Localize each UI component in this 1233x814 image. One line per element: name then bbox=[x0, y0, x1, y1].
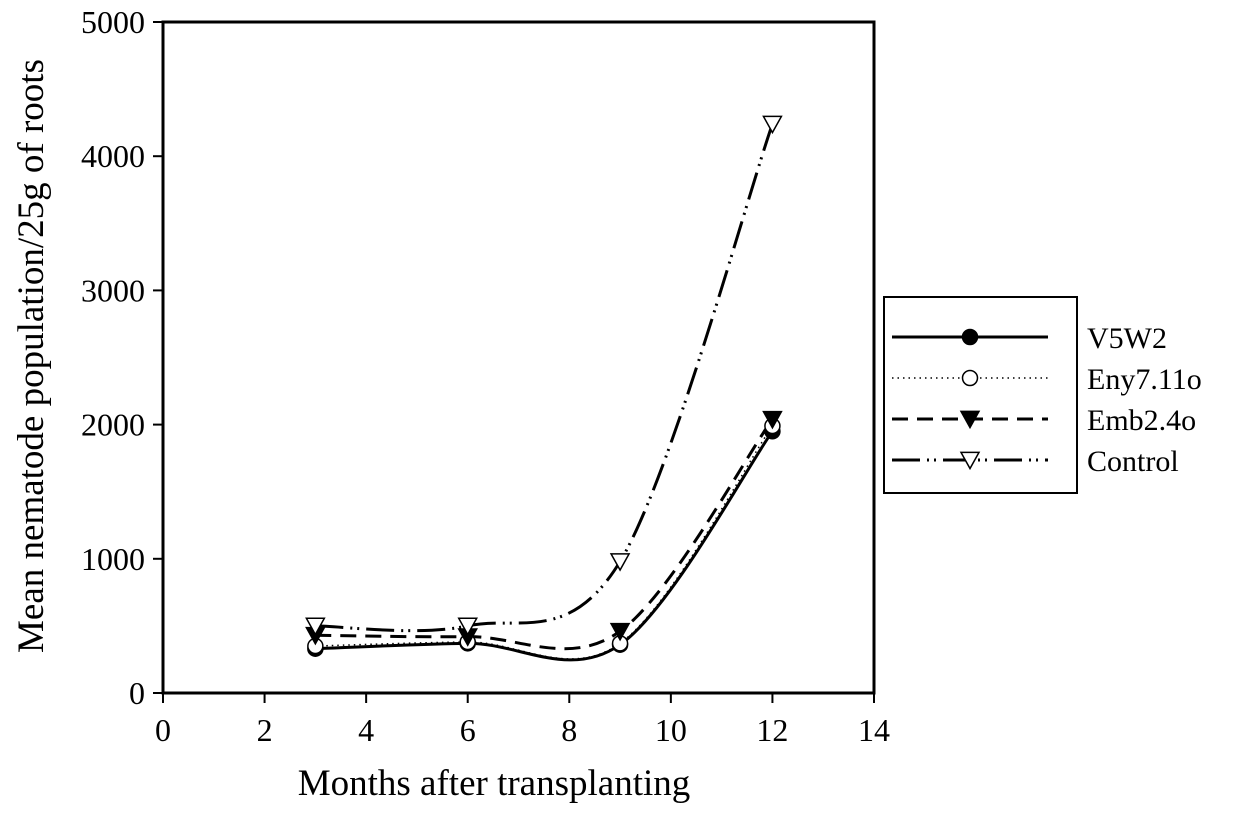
series-line bbox=[315, 123, 774, 633]
series-line bbox=[315, 425, 774, 660]
x-tick-label: 12 bbox=[756, 712, 788, 748]
series-lines bbox=[315, 123, 774, 662]
data-point bbox=[961, 328, 979, 346]
data-point bbox=[609, 553, 631, 572]
series-line bbox=[315, 430, 774, 662]
legend-items: V5W2 Eny7.11o Emb2.4o Control bbox=[892, 322, 1202, 478]
x-tick-label: 0 bbox=[155, 712, 171, 748]
y-axis: 0 1000 2000 3000 4000 5000 bbox=[81, 4, 163, 711]
legend-label: Emb2.4o bbox=[1087, 404, 1196, 437]
data-point bbox=[959, 410, 981, 430]
series-line bbox=[315, 418, 774, 651]
x-tick-label: 8 bbox=[561, 712, 577, 748]
x-tick-label: 6 bbox=[460, 712, 476, 748]
y-tick-label: 5000 bbox=[81, 4, 145, 40]
y-tick-label: 4000 bbox=[81, 138, 145, 174]
series-markers bbox=[305, 115, 783, 657]
legend-box bbox=[883, 296, 1078, 494]
y-tick-label: 0 bbox=[129, 675, 145, 711]
data-point bbox=[959, 451, 981, 471]
y-axis-label: Mean nematode population/25g of roots bbox=[11, 59, 52, 653]
plot-area bbox=[161, 20, 876, 695]
x-tick-label: 14 bbox=[858, 712, 890, 748]
y-tick-label: 2000 bbox=[81, 407, 145, 443]
y-tick-label: 1000 bbox=[81, 541, 145, 577]
x-tick-label: 4 bbox=[358, 712, 374, 748]
data-point bbox=[305, 617, 326, 636]
data-point bbox=[762, 115, 783, 135]
data-point bbox=[762, 410, 783, 430]
legend-label: V5W2 bbox=[1087, 322, 1167, 355]
legend-label: Control bbox=[1087, 445, 1179, 478]
data-point bbox=[961, 369, 979, 387]
x-tick-label: 10 bbox=[655, 712, 687, 748]
data-point bbox=[609, 622, 631, 642]
legend: V5W2 Eny7.11o Emb2.4o Control bbox=[883, 296, 1202, 494]
data-point bbox=[457, 617, 478, 636]
x-tick-label: 2 bbox=[257, 712, 273, 748]
y-tick-label: 3000 bbox=[81, 272, 145, 308]
legend-label: Eny7.11o bbox=[1087, 363, 1202, 396]
x-axis: 0 2 4 6 8 10 12 14 bbox=[155, 693, 890, 748]
x-axis-label: Months after transplanting bbox=[298, 763, 691, 804]
